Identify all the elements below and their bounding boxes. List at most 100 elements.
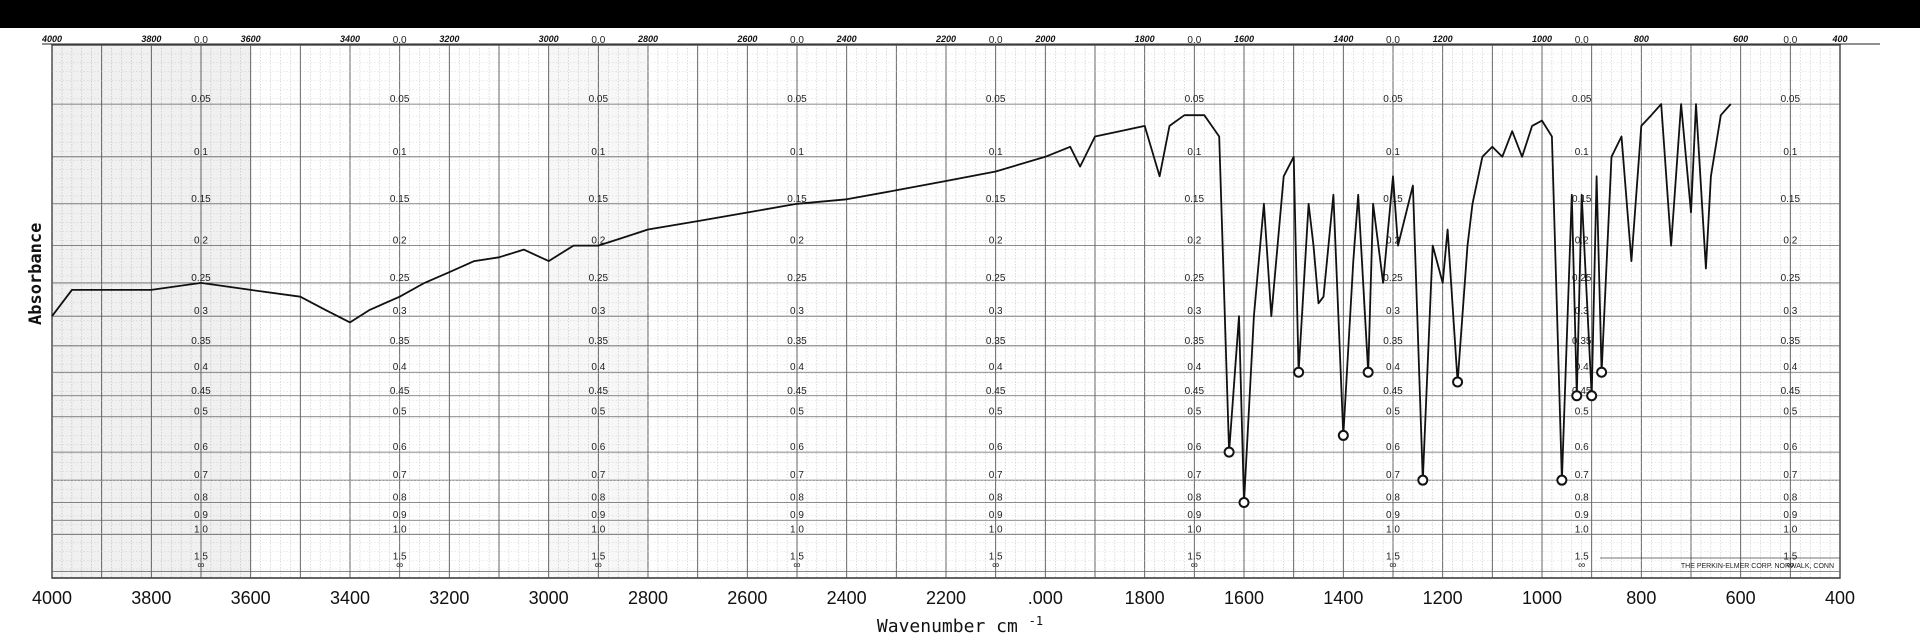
top-tick-label: 3200 bbox=[439, 34, 459, 44]
absorbance-scale-label: 0.0 bbox=[1575, 35, 1589, 46]
absorbance-scale-label: 0.05 bbox=[1185, 94, 1205, 105]
absorbance-scale-label: 0.15 bbox=[1781, 194, 1801, 205]
absorbance-scale-label: ∞ bbox=[793, 560, 800, 571]
top-tick-label: 600 bbox=[1733, 34, 1748, 44]
absorbance-scale-label: 0.1 bbox=[591, 147, 605, 158]
absorbance-scale-label: 0.35 bbox=[390, 336, 410, 347]
top-tick-label: 2400 bbox=[836, 34, 857, 44]
absorbance-scale-label: 0.8 bbox=[1386, 492, 1400, 503]
absorbance-scale-label: 0.4 bbox=[989, 362, 1003, 373]
x-tick-label: .000 bbox=[1028, 588, 1063, 608]
absorbance-scale-label: 1.5 bbox=[393, 551, 407, 562]
absorbance-scale-label: ∞ bbox=[1389, 560, 1396, 571]
absorbance-scale-label: 0.35 bbox=[1383, 336, 1403, 347]
absorbance-scale-label: 0.9 bbox=[1575, 510, 1589, 521]
absorbance-scale-label: 0.7 bbox=[591, 470, 605, 481]
x-tick-label: 2800 bbox=[628, 588, 668, 608]
absorbance-scale-label: 0.4 bbox=[194, 362, 208, 373]
x-axis-label-text: Wavenumber cm bbox=[876, 616, 1018, 637]
absorbance-scale-label: 0.05 bbox=[787, 94, 807, 105]
absorbance-scale-label: ∞ bbox=[197, 560, 204, 571]
x-tick-label: 1200 bbox=[1423, 588, 1463, 608]
absorbance-scale-label: 0.35 bbox=[787, 336, 807, 347]
absorbance-scale-label: 0.6 bbox=[1783, 442, 1797, 453]
peak-marker bbox=[1571, 390, 1583, 402]
absorbance-scale-label: 0.15 bbox=[589, 194, 609, 205]
absorbance-scale-label: 1.0 bbox=[591, 524, 605, 535]
top-tick-label: 3600 bbox=[241, 34, 261, 44]
peak-marker bbox=[1238, 496, 1250, 508]
absorbance-scale-label: 0.2 bbox=[790, 236, 804, 247]
absorbance-scale-label: 0.45 bbox=[1185, 386, 1205, 397]
absorbance-scale-label: 0.6 bbox=[1575, 442, 1589, 453]
absorbance-scale-label: 0.1 bbox=[790, 147, 804, 158]
x-tick-label: 800 bbox=[1626, 588, 1656, 608]
absorbance-scale-label: 0.25 bbox=[589, 273, 609, 284]
absorbance-scale-label: 0.5 bbox=[591, 407, 605, 418]
absorbance-scale-label: 0.2 bbox=[989, 236, 1003, 247]
absorbance-scale-label: 0.5 bbox=[1386, 407, 1400, 418]
absorbance-scale-label: 1.0 bbox=[790, 524, 804, 535]
absorbance-scale-label: 0.8 bbox=[790, 492, 804, 503]
absorbance-scale-label: 0.3 bbox=[1783, 306, 1797, 317]
absorbance-scale-label: 0.35 bbox=[589, 336, 609, 347]
top-tick-label: 1800 bbox=[1135, 34, 1155, 44]
peak-marker bbox=[1452, 376, 1464, 388]
absorbance-scale-label: 0.25 bbox=[1185, 273, 1205, 284]
top-tick-label: 400 bbox=[1831, 34, 1847, 44]
absorbance-scale-label: 0.4 bbox=[591, 362, 605, 373]
absorbance-scale-label: ∞ bbox=[1191, 560, 1198, 571]
y-axis-label: Absorbance bbox=[26, 222, 46, 325]
absorbance-scale-label: 0.2 bbox=[1386, 236, 1400, 247]
absorbance-scale-label: ∞ bbox=[396, 560, 403, 571]
absorbance-scale-label: 0.3 bbox=[790, 306, 804, 317]
x-tick-label: 1000 bbox=[1522, 588, 1562, 608]
absorbance-scale-label: 0.45 bbox=[589, 386, 609, 397]
absorbance-scale-label: 0.45 bbox=[390, 386, 410, 397]
top-tick-label: 1400 bbox=[1333, 34, 1353, 44]
absorbance-scale-label: 0.15 bbox=[390, 194, 410, 205]
absorbance-scale-label: ∞ bbox=[992, 560, 999, 571]
absorbance-scale-label: 0.05 bbox=[1572, 94, 1592, 105]
absorbance-scale-label: 0.05 bbox=[390, 94, 410, 105]
absorbance-scale-label: 1.0 bbox=[1386, 524, 1400, 535]
absorbance-scale-label: 1.5 bbox=[790, 551, 804, 562]
absorbance-scale-label: 0.1 bbox=[1386, 147, 1400, 158]
absorbance-scale-label: 0.6 bbox=[194, 442, 208, 453]
absorbance-scale-label: 0.45 bbox=[986, 386, 1006, 397]
absorbance-scale-label: 0.1 bbox=[1187, 147, 1201, 158]
x-tick-label: 3600 bbox=[231, 588, 271, 608]
chart-paper-credit: THE PERKIN-ELMER CORP. NORWALK, CONN bbox=[1681, 563, 1834, 570]
absorbance-scale-label: 0.5 bbox=[989, 407, 1003, 418]
absorbance-scale-label: 0.05 bbox=[986, 94, 1006, 105]
absorbance-scale-label: 0.7 bbox=[1575, 470, 1589, 481]
absorbance-scale-label: 0.9 bbox=[393, 510, 407, 521]
x-axis-label-exponent: -1 bbox=[1028, 614, 1044, 628]
absorbance-scale-label: 0.3 bbox=[393, 306, 407, 317]
absorbance-scale-label: 0.7 bbox=[790, 470, 804, 481]
absorbance-scale-label: 0.9 bbox=[790, 510, 804, 521]
absorbance-scale-label: 0.3 bbox=[1575, 306, 1589, 317]
absorbance-scale-label: 1.0 bbox=[393, 524, 407, 535]
absorbance-scale-label: 0.0 bbox=[591, 35, 605, 46]
absorbance-scale-label: 0.45 bbox=[191, 386, 211, 397]
absorbance-scale-label: 0.5 bbox=[393, 407, 407, 418]
x-tick-label: 2600 bbox=[727, 588, 767, 608]
x-tick-label: 1600 bbox=[1224, 588, 1264, 608]
absorbance-scale-label: 0.9 bbox=[591, 510, 605, 521]
absorbance-scale-label: 0.05 bbox=[589, 94, 609, 105]
absorbance-scale-label: 0.45 bbox=[787, 386, 807, 397]
top-tick-label: 2200 bbox=[935, 34, 956, 44]
absorbance-scale-label: 0.7 bbox=[194, 470, 208, 481]
absorbance-scale-label: 0.15 bbox=[986, 194, 1006, 205]
absorbance-scale-label: 0.7 bbox=[1783, 470, 1797, 481]
top-tick-label: 3400 bbox=[340, 34, 360, 44]
absorbance-scale-label: 0.45 bbox=[1781, 386, 1801, 397]
x-tick-label: 3400 bbox=[330, 588, 370, 608]
absorbance-scale-label: 0.5 bbox=[194, 407, 208, 418]
absorbance-scale-label: 0.25 bbox=[1781, 273, 1801, 284]
peak-marker bbox=[1586, 390, 1598, 402]
top-tick-label: 3000 bbox=[539, 34, 559, 44]
absorbance-scale-label: 0.2 bbox=[393, 236, 407, 247]
